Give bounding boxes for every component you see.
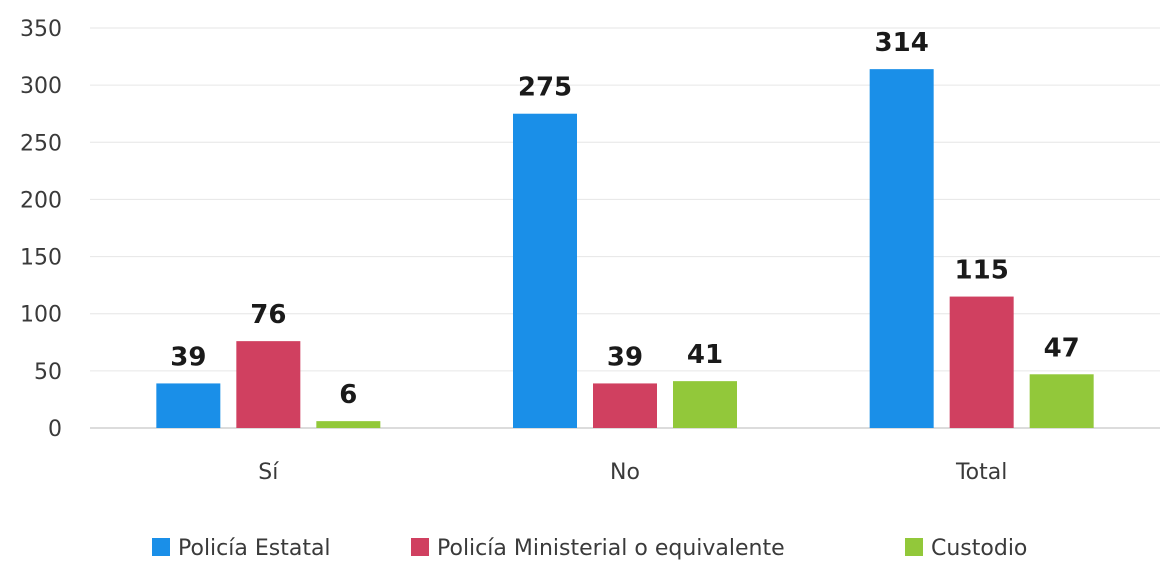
data-label: 39 <box>607 342 643 372</box>
bar <box>869 69 934 429</box>
legend-item: Policía Estatal <box>152 536 331 561</box>
y-tick-label: 0 <box>48 417 62 442</box>
legend-item: Policía Ministerial o equivalente <box>411 536 785 561</box>
y-tick-label: 350 <box>20 17 62 42</box>
data-label: 115 <box>955 256 1009 286</box>
data-label: 6 <box>339 380 357 410</box>
bar <box>1029 374 1094 428</box>
data-labels: 39 76 6 275 39 41 314 115 47 <box>170 28 1080 410</box>
y-axis-ticks: 0 50 100 150 200 250 300 350 <box>20 17 62 442</box>
bar <box>949 296 1014 428</box>
y-tick-label: 250 <box>20 131 62 156</box>
y-tick-label: 300 <box>20 74 62 99</box>
data-label: 76 <box>250 300 286 330</box>
data-label: 275 <box>518 73 572 103</box>
y-tick-label: 50 <box>34 360 62 385</box>
data-label: 39 <box>170 342 206 372</box>
data-label: 41 <box>687 340 723 370</box>
bar <box>156 383 221 428</box>
y-tick-label: 100 <box>20 303 62 328</box>
bars <box>156 69 1094 429</box>
bar <box>593 383 657 428</box>
data-label: 314 <box>875 28 929 58</box>
legend-label: Policía Estatal <box>178 536 331 561</box>
x-category-label: Sí <box>258 460 279 485</box>
legend-swatch <box>152 538 170 556</box>
legend-label: Policía Ministerial o equivalente <box>437 536 785 561</box>
x-axis-categories: Sí No Total <box>258 460 1007 485</box>
legend-swatch <box>905 538 923 556</box>
x-category-label: No <box>610 460 640 485</box>
bar <box>673 381 737 428</box>
y-tick-label: 150 <box>20 246 62 271</box>
bar <box>316 421 381 428</box>
legend-swatch <box>411 538 429 556</box>
bar <box>513 113 577 428</box>
legend-label: Custodio <box>931 536 1027 561</box>
legend-item: Custodio <box>905 536 1027 561</box>
x-category-label: Total <box>955 460 1007 485</box>
data-label: 47 <box>1044 333 1080 363</box>
legend: Policía Estatal Policía Ministerial o equ… <box>152 536 1027 561</box>
bar <box>236 341 301 428</box>
y-tick-label: 200 <box>20 188 62 213</box>
